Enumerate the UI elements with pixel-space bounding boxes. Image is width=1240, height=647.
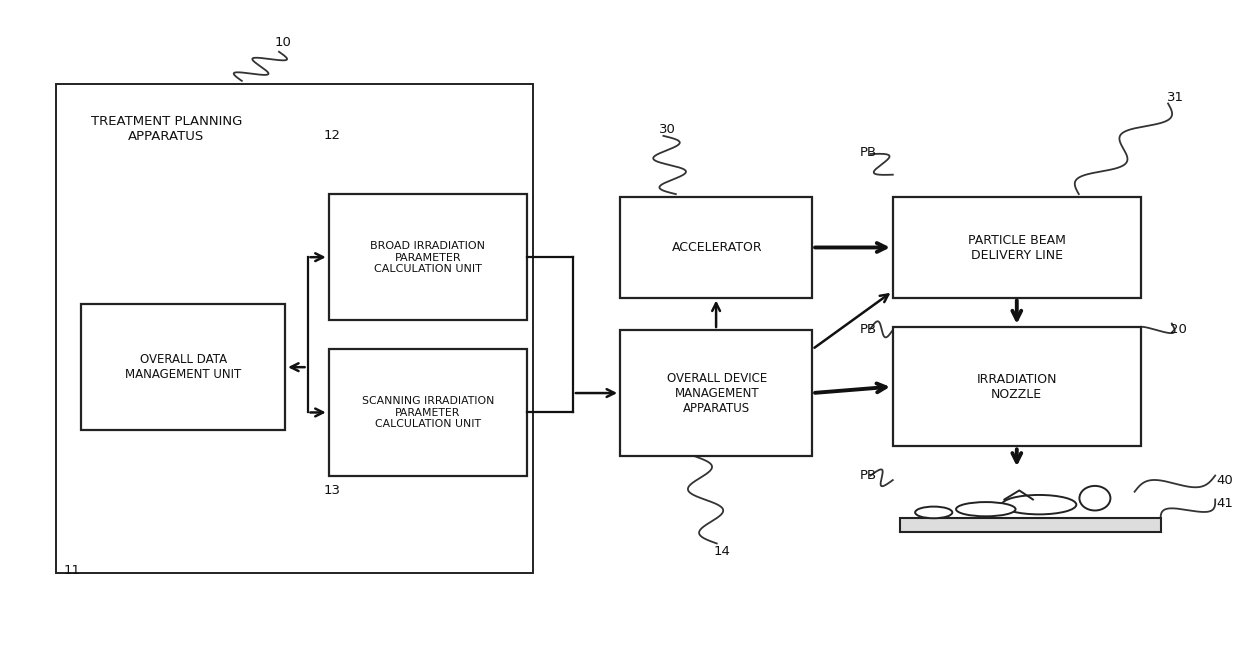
Ellipse shape [1079, 486, 1111, 510]
Text: PB: PB [859, 146, 877, 159]
Text: OVERALL DEVICE
MANAGEMENT
APPARATUS: OVERALL DEVICE MANAGEMENT APPARATUS [667, 372, 766, 415]
Text: PARTICLE BEAM
DELIVERY LINE: PARTICLE BEAM DELIVERY LINE [968, 234, 1065, 262]
Text: 12: 12 [324, 129, 341, 142]
Text: 20: 20 [1169, 324, 1187, 336]
Text: IRRADIATION
NOZZLE: IRRADIATION NOZZLE [977, 373, 1056, 401]
Bar [893, 327, 1141, 446]
Bar [620, 330, 812, 456]
Bar [900, 518, 1161, 532]
Bar [329, 194, 527, 320]
Text: 11: 11 [63, 564, 81, 577]
Bar [329, 349, 527, 476]
Text: OVERALL DATA
MANAGEMENT UNIT: OVERALL DATA MANAGEMENT UNIT [125, 353, 242, 382]
Text: 30: 30 [658, 123, 676, 136]
Text: 10: 10 [274, 36, 291, 49]
Bar [620, 197, 812, 298]
Text: PB: PB [859, 324, 877, 336]
Text: 40: 40 [1216, 474, 1234, 487]
Ellipse shape [1002, 495, 1076, 514]
Text: 41: 41 [1216, 497, 1234, 510]
Bar [56, 84, 533, 573]
Text: PB: PB [859, 469, 877, 482]
Text: TREATMENT PLANNING
APPARATUS: TREATMENT PLANNING APPARATUS [91, 115, 242, 144]
Text: 14: 14 [713, 545, 730, 558]
Text: BROAD IRRADIATION
PARAMETER
CALCULATION UNIT: BROAD IRRADIATION PARAMETER CALCULATION … [371, 241, 485, 274]
Text: SCANNING IRRADIATION
PARAMETER
CALCULATION UNIT: SCANNING IRRADIATION PARAMETER CALCULATI… [362, 396, 494, 430]
Bar [81, 304, 285, 430]
Text: ACCELERATOR: ACCELERATOR [671, 241, 763, 254]
Ellipse shape [915, 507, 952, 518]
Text: 13: 13 [324, 484, 341, 497]
Text: 31: 31 [1167, 91, 1184, 104]
Bar [893, 197, 1141, 298]
Ellipse shape [956, 502, 1016, 516]
